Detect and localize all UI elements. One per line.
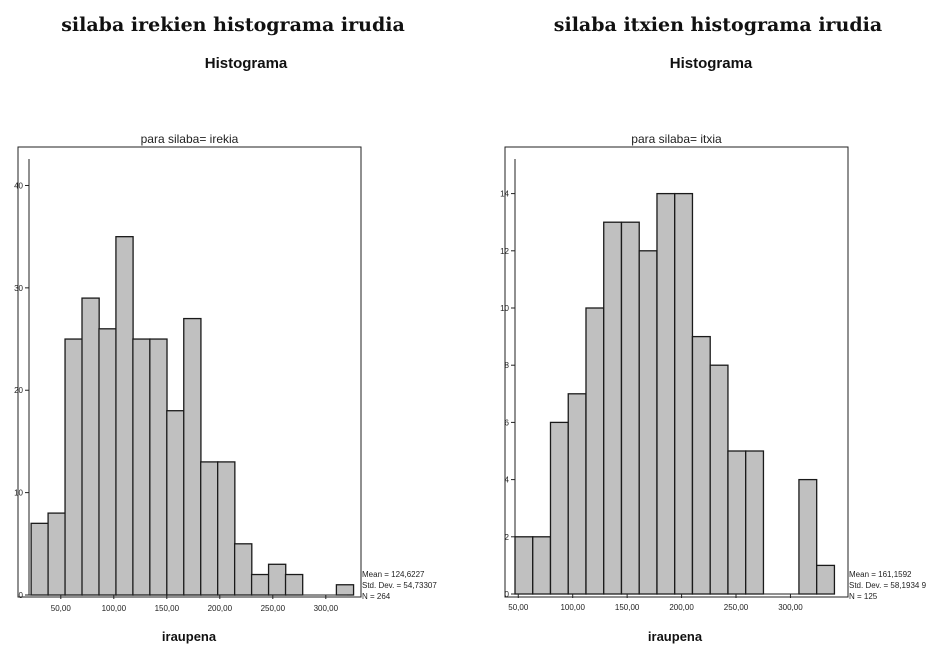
- left-x-tick-label: 250,00: [261, 604, 286, 613]
- left-x-tick-label: 50,00: [51, 604, 72, 613]
- left-y-tick-label: 0: [19, 591, 24, 600]
- left-stat-std: Std. Dev. = 54,73307: [362, 581, 437, 590]
- left-histogram-bar: [98, 328, 117, 596]
- right-histogram-bar: [709, 364, 729, 595]
- left-histogram-bar: [267, 563, 287, 596]
- left-histogram-bar: [132, 338, 151, 596]
- left-histogram-bar: [30, 522, 49, 596]
- left-caption: silaba irekien histograma irudia: [61, 14, 405, 36]
- right-y-tick-label: 12: [500, 247, 509, 256]
- right-x-tick-label: 100,00: [560, 603, 585, 612]
- right-x-tick-label: 250,00: [724, 603, 749, 612]
- left-histogram-bar: [166, 410, 185, 596]
- left-histogram-bar: [250, 573, 270, 596]
- right-histogram-bar: [567, 393, 587, 595]
- left-histogram-bar: [149, 338, 168, 596]
- right-histogram-bar: [532, 536, 552, 595]
- right-histogram-bar: [816, 564, 836, 595]
- left-y-tick-label: 40: [14, 181, 23, 190]
- right-x-axis-label: iraupena: [648, 629, 703, 644]
- right-x-tick-label: 50,00: [508, 603, 529, 612]
- left-plot-subtitle: para silaba= irekia: [141, 132, 239, 146]
- right-x-tick-label: 150,00: [615, 603, 640, 612]
- left-x-tick-label: 200,00: [208, 604, 233, 613]
- left-histogram-bar: [200, 461, 219, 596]
- left-histogram-bar: [47, 512, 66, 596]
- right-histogram-bar: [620, 221, 640, 595]
- left-y-tick-label: 20: [14, 386, 23, 395]
- right-y-tick-label: 2: [505, 533, 510, 542]
- right-x-tick-label: 300,00: [778, 603, 803, 612]
- right-stat-n: N = 125: [849, 592, 878, 601]
- right-histogram-bar: [656, 192, 676, 595]
- right-y-tick-label: 10: [500, 304, 509, 313]
- right-histogram-bar: [585, 307, 605, 595]
- left-histogram-bar: [183, 317, 202, 596]
- left-stat-mean: Mean = 124,6227: [362, 570, 425, 579]
- right-stat-mean: Mean = 161,1592: [849, 570, 912, 579]
- right-histogram-bar: [674, 192, 694, 595]
- right-histogram-bar: [549, 421, 569, 595]
- left-histogram-bar: [217, 461, 236, 596]
- left-histogram-bar: [81, 297, 100, 596]
- right-y-tick-label: 14: [500, 190, 509, 199]
- left-x-axis-label: iraupena: [162, 629, 217, 644]
- left-histogram-bar: [115, 236, 134, 596]
- left-histograma-title: Histograma: [205, 55, 288, 72]
- right-stat-std: Std. Dev. = 58,1934 9: [849, 581, 927, 590]
- left-plot-frame: [17, 146, 362, 598]
- right-y-tick-label: 0: [505, 590, 510, 599]
- right-y-tick-label: 6: [505, 418, 510, 427]
- right-histograma-title: Histograma: [670, 55, 753, 72]
- right-plot-subtitle: para silaba= itxia: [631, 132, 722, 146]
- left-y-tick-label: 30: [14, 284, 23, 293]
- right-x-tick-label: 200,00: [669, 603, 694, 612]
- right-histogram-bar: [514, 536, 534, 595]
- right-histogram-bar: [745, 450, 765, 595]
- right-caption: silaba itxien histograma irudia: [553, 14, 883, 36]
- left-x-tick-label: 300,00: [314, 604, 339, 613]
- right-histogram-bar: [691, 335, 711, 595]
- left-y-tick-label: 10: [14, 489, 23, 498]
- left-histogram-bar: [233, 543, 253, 596]
- left-histogram-bar: [284, 573, 304, 596]
- left-stat-n: N = 264: [362, 592, 391, 601]
- left-x-tick-label: 150,00: [155, 604, 180, 613]
- right-y-tick-label: 4: [505, 476, 510, 485]
- right-histogram-bar: [798, 478, 818, 595]
- left-x-tick-label: 100,00: [102, 604, 127, 613]
- left-histogram-bar: [335, 584, 355, 596]
- right-histogram-bar: [603, 221, 623, 595]
- left-histogram-bar: [64, 338, 83, 596]
- right-plot-frame: [504, 146, 849, 598]
- right-histogram-bar: [727, 450, 747, 595]
- right-histogram-bar: [638, 250, 658, 595]
- right-y-tick-label: 8: [505, 361, 510, 370]
